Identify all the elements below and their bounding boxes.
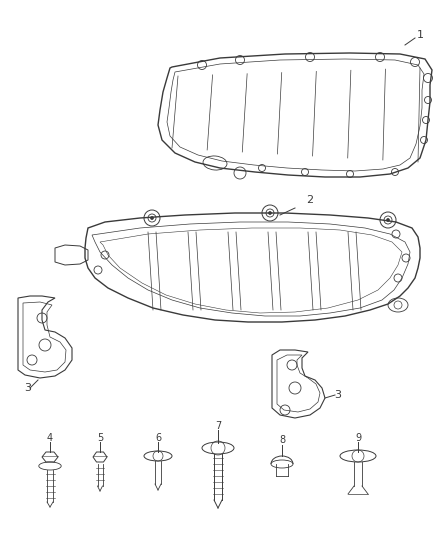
Text: 8: 8 bbox=[279, 435, 285, 445]
Circle shape bbox=[386, 219, 389, 222]
Text: 3: 3 bbox=[335, 390, 342, 400]
Circle shape bbox=[151, 216, 153, 220]
Text: 1: 1 bbox=[417, 30, 424, 40]
Text: 2: 2 bbox=[307, 195, 314, 205]
Text: 3: 3 bbox=[25, 383, 32, 393]
Text: 6: 6 bbox=[155, 433, 161, 443]
Text: 4: 4 bbox=[47, 433, 53, 443]
Text: 7: 7 bbox=[215, 421, 221, 431]
Text: 9: 9 bbox=[355, 433, 361, 443]
Circle shape bbox=[268, 212, 272, 214]
Text: 5: 5 bbox=[97, 433, 103, 443]
